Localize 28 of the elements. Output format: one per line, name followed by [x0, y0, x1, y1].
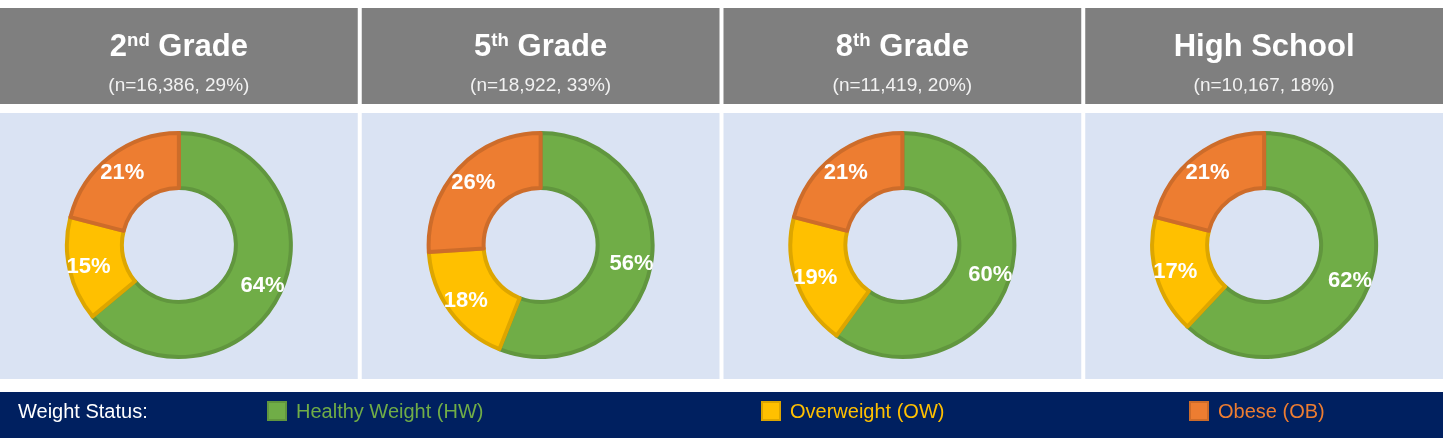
legend-label: Overweight (OW) — [790, 400, 945, 422]
chart-subtitle: (n=10,167, 18%) — [1193, 74, 1335, 95]
legend-label: Healthy Weight (HW) — [296, 400, 484, 422]
data-label: 18% — [443, 286, 488, 312]
donut-slice — [1153, 131, 1267, 233]
legend-title: Weight Status: — [18, 400, 148, 422]
donut-slice — [68, 131, 181, 233]
donut-slice — [1150, 215, 1228, 329]
data-label: 26% — [451, 169, 496, 195]
legend-label: Obese (OB) — [1218, 400, 1325, 422]
data-label: 19% — [793, 263, 838, 289]
chart-subtitle: (n=11,419, 20%) — [832, 74, 973, 95]
donut-slice — [791, 131, 905, 233]
chart-title: 5$^{th}$ Grade — [474, 28, 608, 63]
data-label: 21% — [823, 159, 868, 185]
chart-subtitle: (n=16,386, 29%) — [108, 74, 250, 95]
chart-title: High School — [1173, 28, 1355, 63]
data-label: 62% — [1328, 266, 1373, 292]
data-label: 15% — [66, 252, 111, 278]
data-label: 60% — [968, 261, 1013, 287]
data-label: 21% — [100, 159, 145, 185]
data-label: 56% — [609, 249, 654, 275]
chart-subtitle: (n=18,922, 33%) — [470, 74, 612, 95]
chart-title: 2$^{nd}$ Grade — [109, 28, 248, 63]
chart-title: 8$^{th}$ Grade — [835, 28, 969, 63]
data-label: 64% — [240, 271, 285, 297]
data-label: 21% — [1185, 159, 1230, 185]
data-label: 17% — [1153, 258, 1198, 284]
